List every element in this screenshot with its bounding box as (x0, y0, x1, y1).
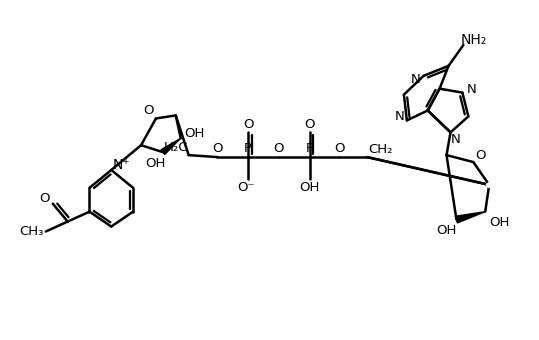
Text: N: N (466, 83, 476, 96)
Text: CH₂: CH₂ (368, 143, 392, 156)
Text: O: O (243, 118, 253, 131)
Text: O: O (212, 142, 223, 155)
Text: O: O (475, 149, 486, 162)
Text: N⁺: N⁺ (113, 158, 130, 172)
Text: CH₃: CH₃ (19, 225, 43, 238)
Text: O: O (334, 142, 344, 155)
Text: H₂C: H₂C (163, 141, 188, 154)
Text: OH: OH (300, 181, 320, 194)
Text: N: N (411, 73, 420, 86)
Text: OH: OH (489, 216, 509, 229)
Text: OH: OH (145, 156, 165, 170)
Text: O: O (305, 118, 315, 131)
Text: P: P (306, 142, 314, 155)
Text: N: N (395, 110, 405, 123)
Text: OH: OH (184, 127, 205, 140)
Text: P: P (244, 142, 252, 155)
Text: NH₂: NH₂ (460, 33, 486, 47)
Text: O⁻: O⁻ (238, 181, 255, 194)
Polygon shape (161, 138, 181, 154)
Text: O: O (39, 192, 50, 205)
Text: N: N (451, 133, 460, 146)
Polygon shape (455, 212, 485, 223)
Text: OH: OH (437, 224, 457, 237)
Text: O: O (143, 104, 153, 117)
Text: O: O (274, 142, 284, 155)
